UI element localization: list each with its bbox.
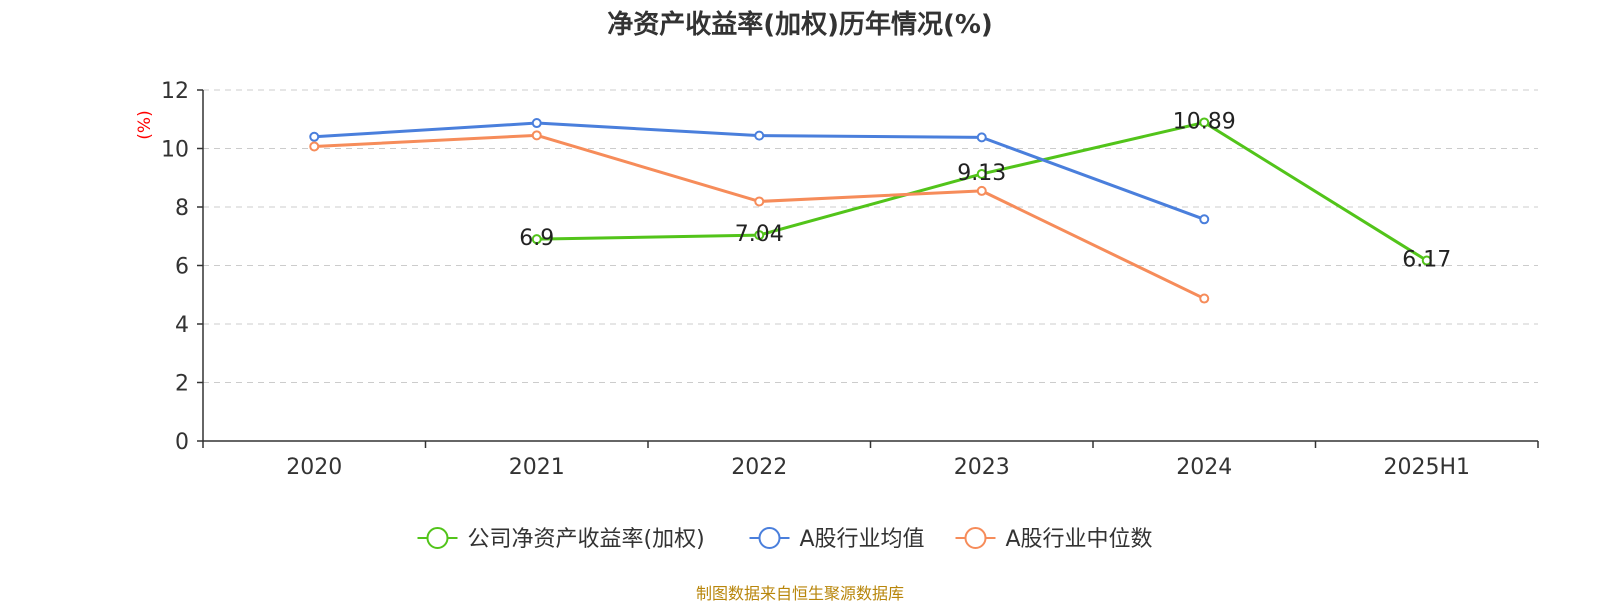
y-tick-label: 8 — [175, 196, 189, 221]
chart-title: 净资产收益率(加权)历年情况(%) — [607, 10, 993, 40]
series-point-1 — [531, 118, 542, 129]
x-tick-label: 2023 — [954, 455, 1010, 480]
series-point-2 — [754, 196, 765, 207]
series-point-1 — [976, 132, 987, 143]
series-point-2 — [1199, 293, 1210, 304]
series-point-2 — [309, 141, 320, 152]
series-point-2 — [976, 185, 987, 196]
x-tick-label: 2025H1 — [1383, 455, 1470, 480]
legend-label-2: A股行业中位数 — [1006, 527, 1153, 552]
x-tick-label: 2020 — [286, 455, 342, 480]
series-point-0 — [1199, 117, 1210, 128]
y-tick-label: 0 — [175, 430, 189, 455]
y-tick-label: 10 — [161, 138, 189, 163]
legend-label-1: A股行业均值 — [800, 527, 925, 552]
data-label: 9.13 — [957, 161, 1006, 186]
data-label: 10.89 — [1173, 109, 1236, 134]
series-point-1 — [754, 130, 765, 141]
series-point-0 — [754, 230, 765, 241]
legend-marker-0 — [426, 527, 449, 549]
x-tick-label: 2021 — [509, 455, 565, 480]
x-tick-label: 2024 — [1176, 455, 1232, 480]
data-source-note: 制图数据来自恒生聚源数据库 — [695, 584, 904, 603]
series-point-0 — [1421, 255, 1432, 266]
legend-marker-1 — [758, 527, 781, 549]
x-tick-label: 2022 — [731, 455, 787, 480]
series-point-2 — [531, 130, 542, 141]
legend-marker-2 — [964, 527, 987, 549]
series-point-0 — [976, 168, 987, 179]
series-line-2 — [314, 133, 1205, 300]
data-label: 7.04 — [735, 222, 784, 247]
data-label: 6.9 — [519, 226, 554, 251]
series-point-0 — [531, 234, 542, 245]
y-tick-label: 4 — [175, 313, 189, 338]
legend-label-0: 公司净资产收益率(加权) — [468, 527, 705, 552]
y-axis-label: (%) — [135, 110, 155, 139]
series-point-1 — [309, 131, 320, 142]
y-tick-label: 6 — [175, 255, 189, 280]
data-label: 6.17 — [1402, 248, 1451, 273]
series-point-1 — [1199, 214, 1210, 225]
y-tick-label: 2 — [175, 372, 189, 397]
y-tick-label: 12 — [161, 79, 189, 104]
